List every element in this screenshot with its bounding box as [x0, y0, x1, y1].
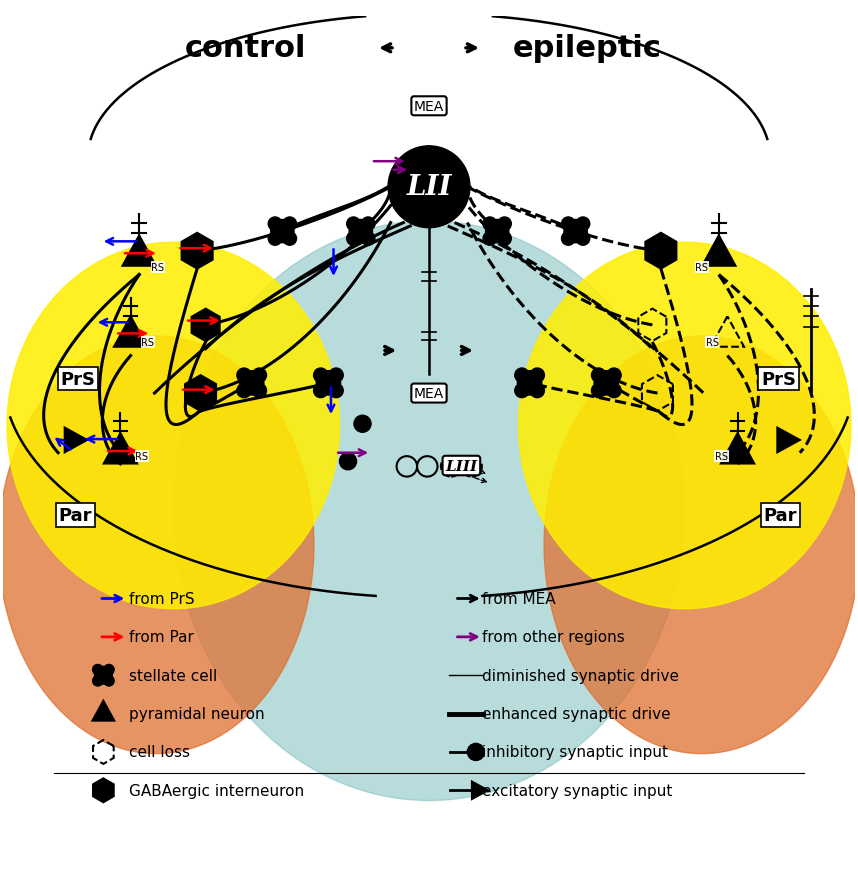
Text: control: control	[185, 35, 306, 63]
Circle shape	[313, 384, 328, 398]
Polygon shape	[93, 701, 114, 721]
Circle shape	[483, 232, 497, 246]
Circle shape	[349, 221, 372, 244]
Circle shape	[530, 384, 545, 398]
Text: diminished synaptic drive: diminished synaptic drive	[482, 668, 679, 683]
Circle shape	[483, 218, 497, 231]
Circle shape	[515, 384, 529, 398]
Text: RS: RS	[705, 338, 718, 347]
Circle shape	[252, 384, 267, 398]
Circle shape	[607, 369, 621, 383]
Text: epileptic: epileptic	[512, 35, 662, 63]
Polygon shape	[182, 234, 213, 269]
Ellipse shape	[544, 337, 858, 754]
Text: PrS: PrS	[60, 370, 95, 388]
Circle shape	[607, 384, 621, 398]
Circle shape	[354, 416, 371, 432]
Polygon shape	[93, 779, 114, 803]
Text: pyramidal neuron: pyramidal neuron	[129, 706, 264, 721]
Text: excitatory synaptic input: excitatory synaptic input	[482, 783, 672, 798]
Text: Par: Par	[764, 507, 797, 525]
Circle shape	[564, 221, 587, 244]
Circle shape	[269, 232, 281, 246]
Polygon shape	[721, 433, 754, 464]
Text: RS: RS	[151, 262, 165, 273]
Circle shape	[93, 676, 103, 687]
Circle shape	[94, 666, 112, 684]
Circle shape	[104, 676, 114, 687]
Circle shape	[283, 232, 297, 246]
Circle shape	[340, 454, 357, 470]
Circle shape	[486, 221, 509, 244]
Text: LIII: LIII	[445, 459, 477, 473]
Circle shape	[283, 218, 297, 231]
Ellipse shape	[173, 222, 685, 801]
Polygon shape	[777, 428, 800, 453]
Text: from MEA: from MEA	[482, 591, 555, 606]
Circle shape	[329, 384, 343, 398]
Text: cell loss: cell loss	[129, 744, 190, 759]
Text: enhanced synaptic drive: enhanced synaptic drive	[482, 706, 670, 721]
Text: LII: LII	[406, 174, 452, 201]
Circle shape	[577, 218, 589, 231]
Circle shape	[269, 218, 281, 231]
Polygon shape	[104, 433, 137, 464]
Circle shape	[361, 218, 375, 231]
Text: RS: RS	[715, 452, 728, 462]
Circle shape	[271, 221, 294, 244]
Polygon shape	[185, 376, 216, 411]
Text: MEA: MEA	[414, 386, 444, 400]
Text: RS: RS	[136, 452, 148, 462]
Ellipse shape	[0, 337, 314, 754]
Text: from other regions: from other regions	[482, 630, 625, 645]
Circle shape	[93, 664, 103, 675]
Circle shape	[515, 369, 529, 383]
Text: GABAergic interneuron: GABAergic interneuron	[129, 783, 304, 798]
Circle shape	[498, 232, 511, 246]
Circle shape	[329, 369, 343, 383]
Ellipse shape	[518, 243, 851, 609]
Circle shape	[577, 232, 589, 246]
Text: stellate cell: stellate cell	[129, 668, 217, 683]
Circle shape	[317, 371, 341, 395]
Circle shape	[498, 218, 511, 231]
Text: inhibitory synaptic input: inhibitory synaptic input	[482, 744, 668, 759]
Circle shape	[561, 218, 575, 231]
Circle shape	[104, 664, 114, 675]
Polygon shape	[114, 317, 148, 347]
Polygon shape	[123, 236, 156, 267]
Polygon shape	[64, 428, 88, 453]
Polygon shape	[472, 781, 488, 799]
Polygon shape	[702, 236, 735, 267]
Circle shape	[237, 369, 251, 383]
Polygon shape	[645, 234, 676, 269]
Circle shape	[252, 369, 267, 383]
Circle shape	[388, 147, 470, 229]
Circle shape	[591, 384, 606, 398]
Polygon shape	[191, 309, 220, 342]
Text: PrS: PrS	[761, 370, 796, 388]
Text: RS: RS	[142, 338, 154, 347]
Circle shape	[313, 369, 328, 383]
Circle shape	[591, 369, 606, 383]
Circle shape	[517, 371, 541, 395]
Circle shape	[347, 232, 360, 246]
Circle shape	[361, 232, 375, 246]
Circle shape	[239, 371, 264, 395]
Text: MEA: MEA	[414, 99, 444, 113]
Circle shape	[530, 369, 545, 383]
Ellipse shape	[7, 243, 340, 609]
Circle shape	[468, 743, 485, 760]
Text: RS: RS	[695, 262, 709, 273]
Text: from Par: from Par	[129, 630, 194, 645]
Circle shape	[594, 371, 619, 395]
Circle shape	[347, 218, 360, 231]
Circle shape	[561, 232, 575, 246]
Circle shape	[237, 384, 251, 398]
Text: from PrS: from PrS	[129, 591, 195, 606]
Text: Par: Par	[58, 507, 92, 525]
